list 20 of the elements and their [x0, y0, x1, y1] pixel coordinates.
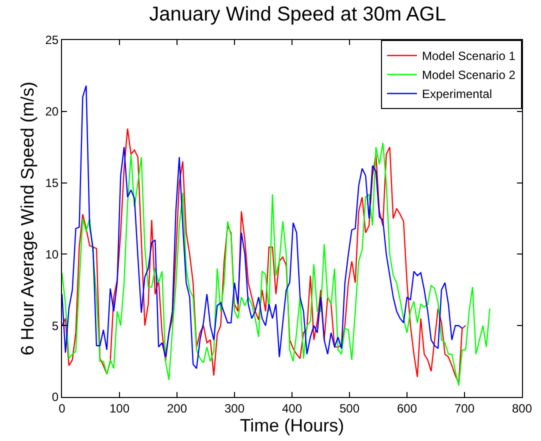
legend-label: Model Scenario 1: [422, 49, 516, 64]
y-tick-label: 15: [45, 176, 59, 190]
x-axis-title: Time (Hours): [240, 416, 344, 436]
x-tick-label: 100: [109, 401, 130, 416]
y-tick-label: 20: [45, 104, 59, 119]
y-tick-label: 10: [45, 247, 59, 262]
y-tick-label: 5: [52, 318, 59, 333]
x-tick-label: 700: [454, 401, 475, 416]
y-tick-label: 25: [45, 33, 59, 48]
chart-title: January Wind Speed at 30m AGL: [149, 4, 446, 26]
y-tick-label: 0: [52, 390, 59, 404]
legend-label: Model Scenario 2: [422, 68, 516, 82]
x-tick-label: 500: [339, 401, 360, 416]
legend-label: Experimental: [422, 87, 492, 102]
x-tick-label: 800: [512, 401, 532, 416]
y-axis-title: 6 Hour Average Wind Speed (m/s): [17, 82, 38, 356]
x-tick-label: 300: [224, 401, 245, 416]
x-tick-label: 400: [282, 401, 302, 416]
x-tick-label: 600: [396, 401, 418, 416]
x-tick-label: 200: [166, 401, 188, 416]
